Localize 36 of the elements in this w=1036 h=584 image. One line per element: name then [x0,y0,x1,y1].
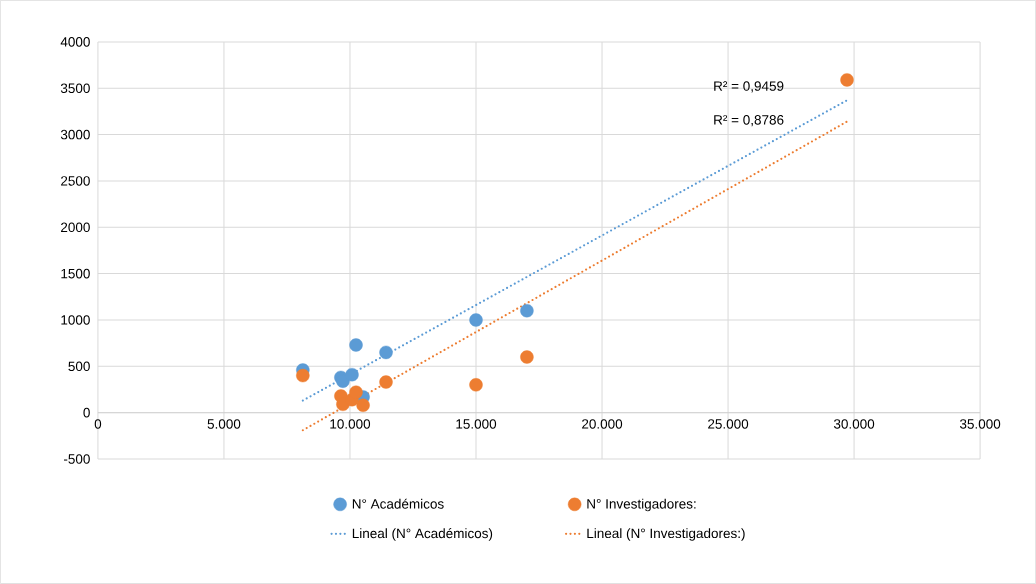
y-tick-label: 0 [83,407,90,418]
x-tick-label: 20.000 [582,419,623,429]
point [379,375,393,389]
y-tick-label: 3000 [60,129,90,140]
point [520,350,534,364]
point [356,398,370,412]
y-tick-label: 500 [68,361,90,372]
point [520,304,534,318]
legend-label: Lineal (N° Investigadores:) [587,528,745,541]
y-tick-label: 2000 [61,222,90,233]
x-tick-label: 30.000 [833,419,875,429]
y-tick-label: 2500 [61,176,90,186]
y-tick-label: 1000 [61,315,90,325]
point [345,367,359,382]
y-tick-label: -500 [63,454,90,464]
legend-label: N° Académicos [352,498,444,509]
point [469,378,483,392]
x-tick-label: 0 [94,419,102,429]
x-tick-label: 15.000 [456,419,497,429]
y-tick-label: 3500 [60,83,90,94]
point [349,338,363,352]
annotation: R² = 0,8786 [714,115,784,127]
x-tick-label: 5.000 [207,419,241,429]
point [469,313,483,327]
annotation: R² = 0,9459 [714,81,784,93]
y-tick-label: 4000 [60,37,90,47]
y-tick-label: 1500 [61,268,90,279]
x-tick-label: 10.000 [330,419,371,429]
point [379,345,393,360]
point [349,385,363,399]
x-tick-label: 25.000 [708,419,749,429]
point [840,73,854,87]
point [296,368,310,383]
legend-label: N° Investigadores: [587,498,696,512]
legend-label: Lineal (N° Académicos) [352,528,493,541]
x-tick-label: 35.000 [959,419,1001,429]
